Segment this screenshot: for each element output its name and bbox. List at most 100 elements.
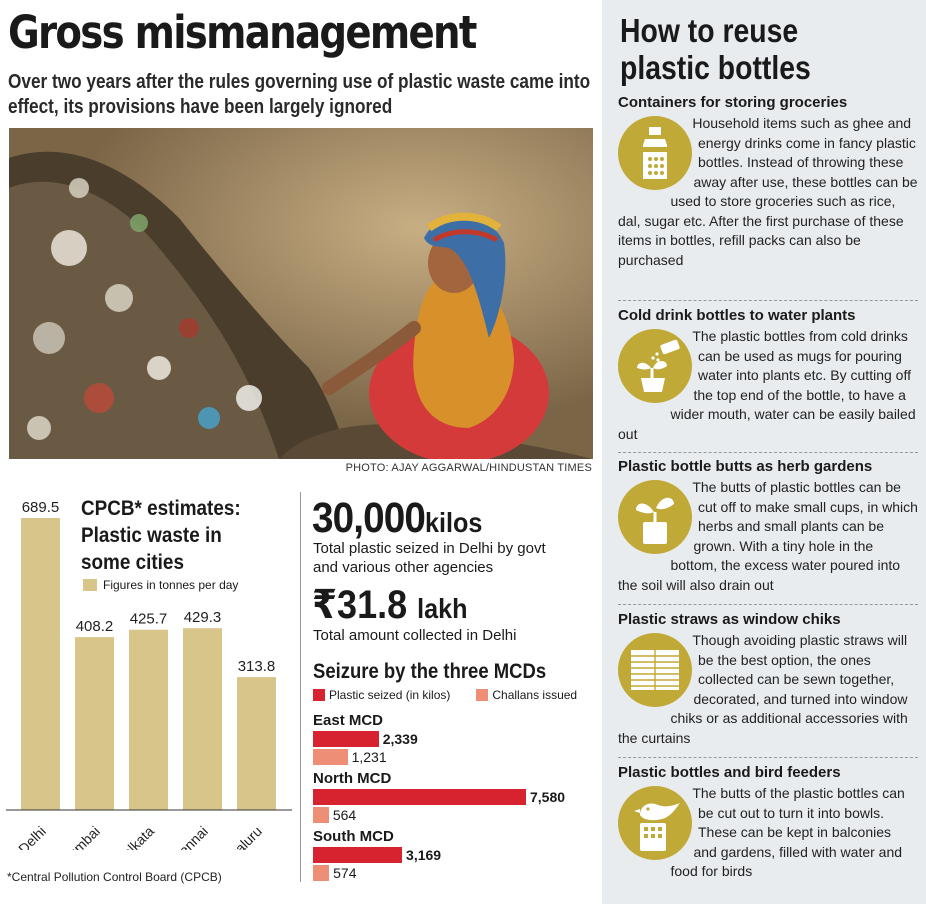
reuse-tip: Plastic bottle butts as herb gardens The …	[618, 458, 918, 595]
bar-chennai	[183, 628, 222, 810]
seized-total: 30,000kilos	[312, 494, 482, 543]
mcd-bar-row: 3,169	[313, 846, 598, 864]
bar-mumbai	[75, 637, 114, 810]
reuse-tip: Cold drink bottles to water plants The pl…	[618, 307, 918, 444]
tip-text: The plastic bottles from cold drinks can…	[618, 328, 916, 442]
tip-text: The butts of the plastic bottles can be …	[670, 785, 905, 879]
legend-label-seized: Plastic seized (in kilos)	[329, 688, 451, 702]
bar-bengaluru	[237, 677, 276, 810]
bottle-icon	[618, 116, 692, 190]
tip-body: The butts of plastic bottles can be cut …	[618, 478, 918, 595]
amount-total: ₹31.8 lakh	[312, 582, 468, 628]
sprout-cup-icon	[618, 480, 692, 554]
chart-title: CPCB* estimates: Plastic waste in some cit…	[81, 495, 241, 576]
seized-bar	[313, 847, 403, 863]
challans-value-label: 574	[333, 865, 357, 881]
mcd-group: South MCD 3,169 574	[313, 828, 598, 882]
panel-title-line1: How to reuse	[620, 12, 799, 49]
chart-title-line: some cities	[81, 551, 184, 574]
seized-bar	[313, 731, 379, 747]
reuse-tip: Containers for storing groceries Househol…	[618, 94, 918, 270]
amount-unit: lakh	[417, 593, 468, 624]
deck-subheading: Over two years after the rules governing…	[8, 71, 591, 118]
tip-separator	[618, 757, 918, 758]
legend-label: Figures in tonnes per day	[103, 578, 239, 592]
tip-text: Household items such as ghee and energy …	[618, 115, 918, 268]
tip-body: Household items such as ghee and energy …	[618, 114, 918, 270]
seized-unit: kilos	[424, 507, 483, 538]
photo-illustration	[9, 128, 593, 459]
window-blind-icon	[618, 633, 692, 707]
tip-body: The plastic bottles from cold drinks can…	[618, 327, 918, 444]
reuse-tip: Plastic bottles and bird feeders The butt…	[618, 764, 918, 882]
legend-swatch	[83, 579, 97, 591]
bar-value-label: 689.5	[22, 499, 60, 516]
tip-text: The butts of plastic bottles can be cut …	[618, 479, 918, 593]
seized-caption: Total plastic seized in Delhi by govt an…	[313, 540, 546, 576]
mcd-bar-row: 7,580	[313, 788, 598, 806]
amount-value: ₹31.8	[312, 583, 408, 627]
challans-bar	[313, 749, 348, 765]
mcd-bar-row: 1,231	[313, 748, 598, 766]
photo-credit: PHOTO: AJAY AGGARWAL/HINDUSTAN TIMES	[345, 462, 592, 474]
mcd-group: East MCD 2,339 1,231	[313, 712, 598, 766]
category-label: Mumbai	[56, 823, 103, 850]
category-label: Kolkata	[113, 823, 157, 850]
bar-value-label: 425.7	[130, 611, 168, 628]
challans-value-label: 564	[332, 807, 357, 823]
challans-bar	[313, 807, 329, 823]
seized-value-label: 2,339	[382, 731, 418, 747]
mcd-group: North MCD 7,580 564	[313, 770, 598, 824]
category-label: Delhi	[15, 823, 49, 850]
chart-title-line: Plastic waste in	[81, 524, 222, 547]
bird-feeder-icon	[618, 786, 692, 860]
mcd-name: South MCD	[313, 828, 394, 845]
bar-value-label: 313.8	[238, 658, 276, 675]
seized-bar	[313, 789, 526, 805]
mcd-name: East MCD	[313, 712, 384, 729]
tip-separator	[618, 300, 918, 301]
challans-value-label: 1,231	[351, 749, 387, 765]
photo-waste-picker	[9, 128, 593, 459]
section-divider	[300, 492, 301, 882]
tip-body: The butts of the plastic bottles can be …	[618, 784, 918, 882]
panel-title-line2: plastic bottles	[620, 49, 811, 86]
chart-title-text: CPCB* estimates: Plastic waste in some cit…	[81, 495, 241, 576]
mcd-name: North MCD	[313, 770, 392, 787]
headline: Gross mismanagement	[8, 6, 477, 59]
reuse-tip: Plastic straws as window chiks Though avo…	[618, 611, 918, 748]
chart-title-line: CPCB* estimates:	[81, 497, 241, 520]
mcd-bar-row: 2,339	[313, 730, 598, 748]
seized-value: 30,000	[312, 494, 426, 542]
tip-body: Though avoiding plastic straws will be t…	[618, 631, 918, 748]
bar-value-label: 429.3	[184, 609, 222, 626]
tip-heading: Plastic bottle butts as herb gardens	[618, 458, 873, 475]
tip-heading: Plastic straws as window chiks	[618, 611, 841, 628]
seized-value-label: 3,169	[406, 847, 442, 863]
tip-separator	[618, 604, 918, 605]
mcd-bar-row: 564	[313, 806, 598, 824]
bar-value-label: 408.2	[76, 618, 114, 635]
bar-delhi	[21, 518, 60, 810]
chart-legend: Figures in tonnes per day	[83, 578, 238, 592]
seized-value-label: 7,580	[530, 789, 566, 805]
category-label: Bengaluru	[209, 823, 265, 850]
tip-heading: Plastic bottles and bird feeders	[618, 764, 841, 781]
tip-heading: Containers for storing groceries	[618, 94, 848, 111]
tip-text: Though avoiding plastic straws will be t…	[618, 632, 908, 746]
tip-heading: Cold drink bottles to water plants	[618, 307, 856, 324]
amount-caption: Total amount collected in Delhi	[313, 627, 517, 644]
bar-kolkata	[129, 629, 168, 810]
cpcb-footnote: *Central Pollution Control Board (CPCB)	[7, 870, 222, 884]
panel-title: How to reuse plastic bottles	[620, 12, 811, 86]
legend-label-challans: Challans issued	[492, 688, 578, 702]
mcd-chart-title: Seizure by the three MCDs	[313, 660, 547, 683]
tip-separator	[618, 452, 918, 453]
category-label: Chennai	[163, 823, 211, 850]
watering-plant-icon	[618, 329, 692, 403]
city-bar-chart: 689.5 Delhi 408.2 Mumbai 425.7 Kolkata 429.3 Ch…	[6, 499, 292, 850]
mcd-legend: Plastic seized (in kilos) Challans issue…	[313, 688, 577, 702]
mcd-bar-row: 574	[313, 864, 598, 882]
legend-swatch-challans	[476, 689, 489, 701]
challans-bar	[313, 865, 330, 881]
